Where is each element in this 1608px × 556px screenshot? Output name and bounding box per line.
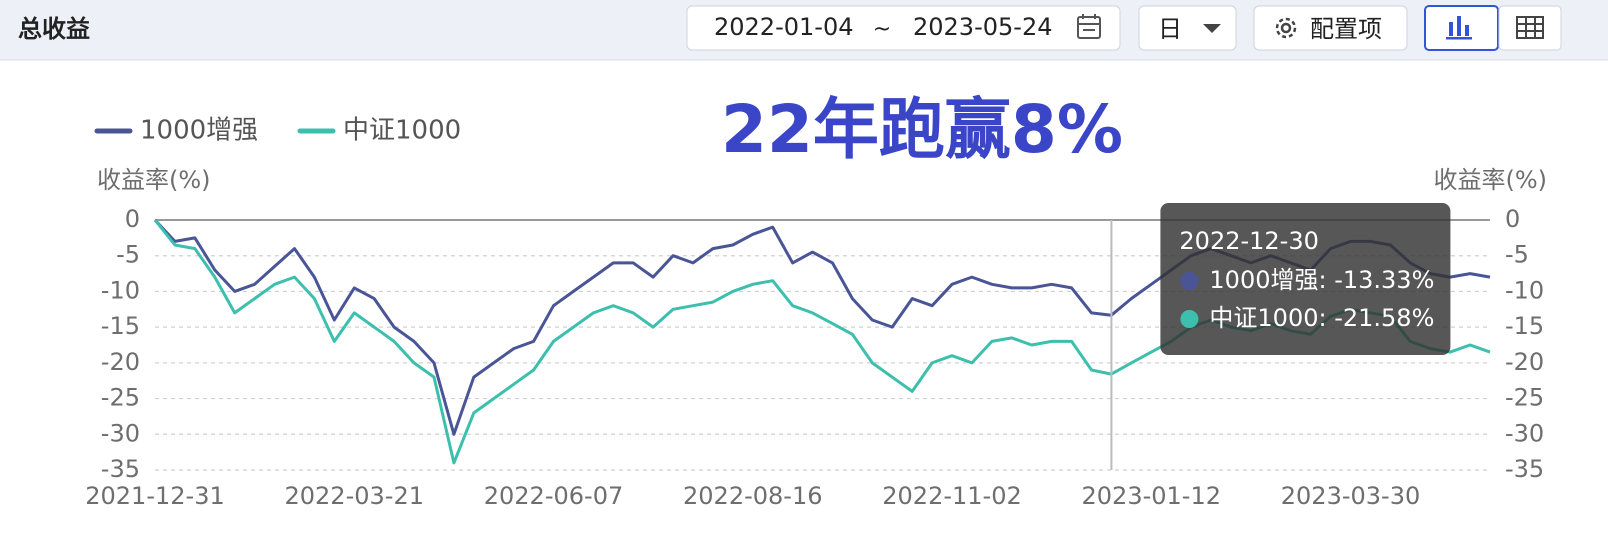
- tooltip-entry: 中证1000: -21.58%: [1209, 304, 1434, 332]
- calendar-icon[interactable]: [1077, 14, 1101, 39]
- tooltip-series-name: 1000增强: [1209, 266, 1318, 294]
- date-start[interactable]: 2022-01-04: [714, 13, 853, 41]
- tooltip-entry: 1000增强: -13.33%: [1209, 266, 1434, 294]
- tooltip-separator: :: [1318, 266, 1334, 294]
- y-tick-label: -35: [101, 455, 140, 483]
- chart-view-toggle[interactable]: [1424, 5, 1499, 51]
- tooltip-value: -21.58%: [1334, 304, 1434, 332]
- y2-tick-label: -35: [1505, 455, 1544, 483]
- y-axis-label: 收益率(%): [97, 166, 211, 194]
- x-tick-label: 2022-03-21: [285, 482, 424, 510]
- y-tick-label: -5: [116, 241, 140, 269]
- y-tick-label: 0: [125, 205, 140, 233]
- dropdown-arrow[interactable]: [1203, 24, 1221, 33]
- y-tick-label: -10: [101, 276, 140, 304]
- x-tick-label: 2022-08-16: [683, 482, 822, 510]
- tooltip-series-name: 中证1000: [1209, 304, 1318, 332]
- x-tick-label: 2022-06-07: [484, 482, 623, 510]
- y-tick-label: -30: [101, 419, 140, 447]
- y2-tick-label: -5: [1505, 241, 1529, 269]
- y-tick-label: -15: [101, 312, 140, 340]
- tooltip-marker: [1180, 272, 1199, 290]
- y2-tick-label: -20: [1505, 348, 1544, 376]
- table-icon[interactable]: [1516, 16, 1544, 39]
- y2-tick-label: -25: [1505, 384, 1544, 412]
- x-tick-label: 2022-11-02: [882, 482, 1021, 510]
- period-select[interactable]: [1138, 5, 1237, 51]
- x-tick-label: 2023-03-30: [1281, 482, 1420, 510]
- y2-tick-label: -30: [1505, 419, 1544, 447]
- annotation: 22年跑赢8%: [721, 91, 1123, 168]
- x-tick-label: 2021-12-31: [85, 482, 224, 510]
- y2-tick-label: -10: [1505, 276, 1544, 304]
- y2-axis-label: 收益率(%): [1433, 166, 1547, 194]
- legend-label: 中证1000: [343, 116, 461, 146]
- x-tick-label: 2023-01-12: [1082, 482, 1221, 510]
- config-label[interactable]: 配置项: [1310, 15, 1382, 43]
- date-range[interactable]: [686, 5, 1121, 51]
- tooltip-marker: [1180, 310, 1199, 328]
- legend-label: 1000增强: [140, 116, 258, 146]
- bar-icon[interactable]: [1446, 16, 1472, 40]
- tooltip-date: 2022-12-30: [1179, 227, 1318, 255]
- y2-tick-label: -15: [1505, 312, 1544, 340]
- y2-tick-label: 0: [1505, 205, 1520, 233]
- tooltip-box: [1160, 203, 1451, 355]
- table-view-toggle[interactable]: [1498, 5, 1562, 51]
- y-tick-label: -20: [101, 348, 140, 376]
- gear-icon[interactable]: [1275, 17, 1297, 39]
- config-button[interactable]: [1253, 5, 1408, 51]
- tooltip-separator: :: [1318, 304, 1334, 332]
- header-title: 总收益: [18, 15, 90, 43]
- tooltip-value: -13.33%: [1334, 266, 1434, 294]
- period-value[interactable]: 日: [1158, 15, 1182, 43]
- tooltip: 2022-12-30 1000增强: -13.33% 中证1000: -21.58%: [1160, 203, 1451, 355]
- date-end[interactable]: 2023-05-24: [913, 13, 1052, 41]
- y-tick-label: -25: [101, 384, 140, 412]
- date-separator: ~: [873, 17, 891, 42]
